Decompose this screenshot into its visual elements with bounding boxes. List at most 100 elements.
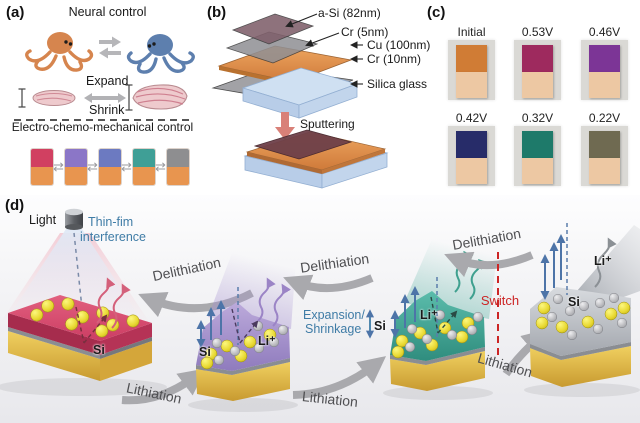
swatch-bottom bbox=[31, 167, 53, 185]
swap-arrow-icon: ⇄ bbox=[87, 159, 98, 174]
swap-arrow-icon: ⇄ bbox=[53, 159, 64, 174]
panel-d-graphics bbox=[0, 208, 640, 412]
sample-photo bbox=[448, 40, 495, 100]
delithiation-arrow-2 bbox=[283, 274, 374, 300]
sample-label: 0.32V bbox=[521, 111, 554, 125]
sample-label: 0.42V bbox=[455, 111, 488, 125]
film-slab-state4 bbox=[530, 223, 640, 387]
interference-label-line2: interference bbox=[80, 230, 147, 244]
panel-c-tag: (c) bbox=[427, 4, 446, 21]
shrink-label: Shrink bbox=[89, 103, 125, 117]
li-spheres bbox=[546, 292, 628, 341]
light-label: Light bbox=[29, 213, 57, 227]
film-slab-state2 bbox=[196, 253, 296, 401]
state-swatch bbox=[65, 149, 87, 185]
expand-label: Expand bbox=[86, 74, 129, 88]
swatch-top bbox=[99, 149, 121, 167]
swatch-bottom bbox=[65, 167, 87, 185]
light-source-icon bbox=[65, 208, 83, 230]
state-swatch bbox=[31, 149, 53, 185]
film-slab-state1 bbox=[8, 277, 152, 381]
layer-label-cr10: Cr (10nm) bbox=[367, 52, 422, 66]
si-label: Si bbox=[199, 345, 211, 359]
copper-region bbox=[456, 72, 487, 98]
copper-region bbox=[589, 158, 620, 184]
sputtering-arrow-icon bbox=[275, 112, 295, 140]
expansion-arrows bbox=[390, 286, 420, 338]
shrunk-cell-icon bbox=[32, 90, 76, 106]
octopus-left-icon bbox=[25, 30, 94, 72]
copper-region bbox=[522, 72, 553, 98]
film-region bbox=[456, 131, 487, 158]
swatch-bottom bbox=[133, 167, 155, 185]
swap-arrow-icon: ⇄ bbox=[121, 159, 132, 174]
height-gauge-right-icon bbox=[125, 84, 133, 111]
si-spheres bbox=[535, 301, 631, 334]
expansion-arrows bbox=[196, 300, 226, 348]
expansion-arrows bbox=[540, 234, 566, 300]
label-arrows bbox=[285, 13, 363, 88]
sample-label: Initial bbox=[457, 25, 486, 39]
slab-shadows bbox=[0, 378, 640, 412]
panel-a: (a) Neural control Expand Shrink Electro… bbox=[0, 0, 205, 195]
si-spheres bbox=[391, 316, 475, 359]
sample-photo bbox=[514, 40, 561, 100]
lithiation-arrow-1 bbox=[121, 368, 207, 405]
layer-asi bbox=[231, 13, 315, 45]
panel-b-tag: (b) bbox=[207, 4, 227, 21]
octopus-right-icon bbox=[126, 32, 195, 74]
swatch-top bbox=[65, 149, 87, 167]
si-spheres bbox=[200, 328, 277, 370]
panel-a-title: Neural control bbox=[68, 5, 147, 19]
swatch-top bbox=[31, 149, 53, 167]
swatch-bottom bbox=[167, 167, 189, 185]
panel-a-tag: (a) bbox=[6, 4, 25, 21]
li-ion-label: Li⁺ bbox=[258, 334, 276, 348]
panel-a-graphics bbox=[14, 30, 195, 121]
sample-label: 0.22V bbox=[588, 111, 621, 125]
state-swatch bbox=[167, 149, 189, 185]
process-label: Sputtering bbox=[300, 117, 355, 131]
light-cone bbox=[10, 229, 138, 315]
si-spheres bbox=[30, 297, 140, 338]
state-swatch bbox=[133, 149, 155, 185]
li-spheres bbox=[404, 309, 484, 353]
film-region bbox=[456, 45, 487, 72]
sample-label: 0.53V bbox=[521, 25, 554, 39]
substrate-label: Silica glass bbox=[367, 77, 428, 91]
film-region bbox=[589, 131, 620, 158]
sample-photo bbox=[448, 126, 495, 186]
copper-region bbox=[522, 158, 553, 184]
film-region bbox=[589, 45, 620, 72]
li-ion-label: Li⁺ bbox=[420, 308, 438, 322]
panel-b-graphics bbox=[211, 13, 389, 189]
octopus-swap-arrows-icon bbox=[99, 36, 121, 59]
expand-shrink-arrow-icon bbox=[84, 93, 126, 103]
assembled-stack bbox=[243, 129, 389, 189]
si-label: Si bbox=[374, 319, 386, 333]
swatch-top bbox=[133, 149, 155, 167]
si-label: Si bbox=[568, 295, 580, 309]
panel-d-tag: (d) bbox=[5, 197, 25, 214]
li-ion-label: Li⁺ bbox=[594, 254, 612, 268]
swatch-top bbox=[167, 149, 189, 167]
lithiation-arrow-2 bbox=[292, 356, 387, 399]
height-gauge-left-icon bbox=[18, 88, 26, 108]
panel-d: (d) Light Thin-fim interference Delithia… bbox=[0, 195, 640, 423]
layer-label-cu: Cu (100nm) bbox=[367, 38, 431, 52]
sample-photo bbox=[514, 126, 561, 186]
si-label: Si bbox=[93, 343, 105, 357]
switch-label: Switch bbox=[480, 293, 520, 308]
copper-region bbox=[456, 158, 487, 184]
expansion-label-line2: Shrinkage bbox=[305, 322, 362, 336]
sample-photo bbox=[581, 40, 628, 100]
expanded-cell-icon bbox=[132, 84, 188, 110]
delithiation-arrow-3 bbox=[444, 251, 534, 278]
expansion-label-line1: Expansion/ bbox=[303, 308, 365, 322]
sample-label: 0.46V bbox=[588, 25, 621, 39]
film-slab-state3 bbox=[390, 239, 498, 391]
film-region bbox=[522, 45, 553, 72]
panel-c: (c) Initial 0.53V 0.46V 0.42V 0.32V 0.22… bbox=[425, 0, 640, 195]
interference-label-line1: Thin-fim bbox=[88, 215, 134, 229]
